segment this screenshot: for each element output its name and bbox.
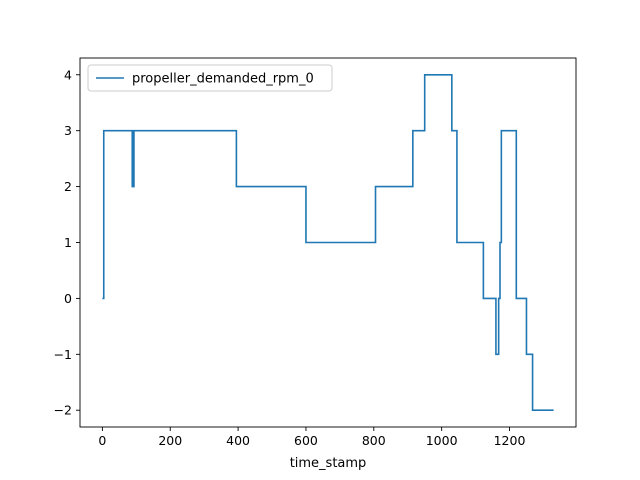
- legend-label: propeller_demanded_rpm_0: [132, 72, 314, 87]
- x-tick-label: 600: [294, 433, 318, 448]
- y-tick-label: −2: [54, 403, 72, 418]
- x-tick-label: 1000: [426, 433, 458, 448]
- y-tick-label: 3: [64, 123, 72, 138]
- y-tick-label: 1: [64, 235, 72, 250]
- x-tick-label: 400: [226, 433, 250, 448]
- plot-area: 0 200 400 600 800 1000 1200 −2 −1 0 1 2 3 4 time_stamp…: [54, 57, 577, 471]
- x-tick-label: 200: [158, 433, 182, 448]
- legend-box: [87, 64, 333, 92]
- y-tick-label: 0: [64, 291, 72, 306]
- y-tick-label: 4: [64, 67, 72, 82]
- x-tick-label: 800: [362, 433, 386, 448]
- x-tick-label: 0: [98, 433, 106, 448]
- series-line-0: [102, 73, 554, 412]
- x-tick-label: 1200: [494, 433, 526, 448]
- y-tick-label: 2: [64, 179, 72, 194]
- y-tick-label: −1: [54, 347, 72, 362]
- x-axis-label: time_stamp: [290, 456, 367, 471]
